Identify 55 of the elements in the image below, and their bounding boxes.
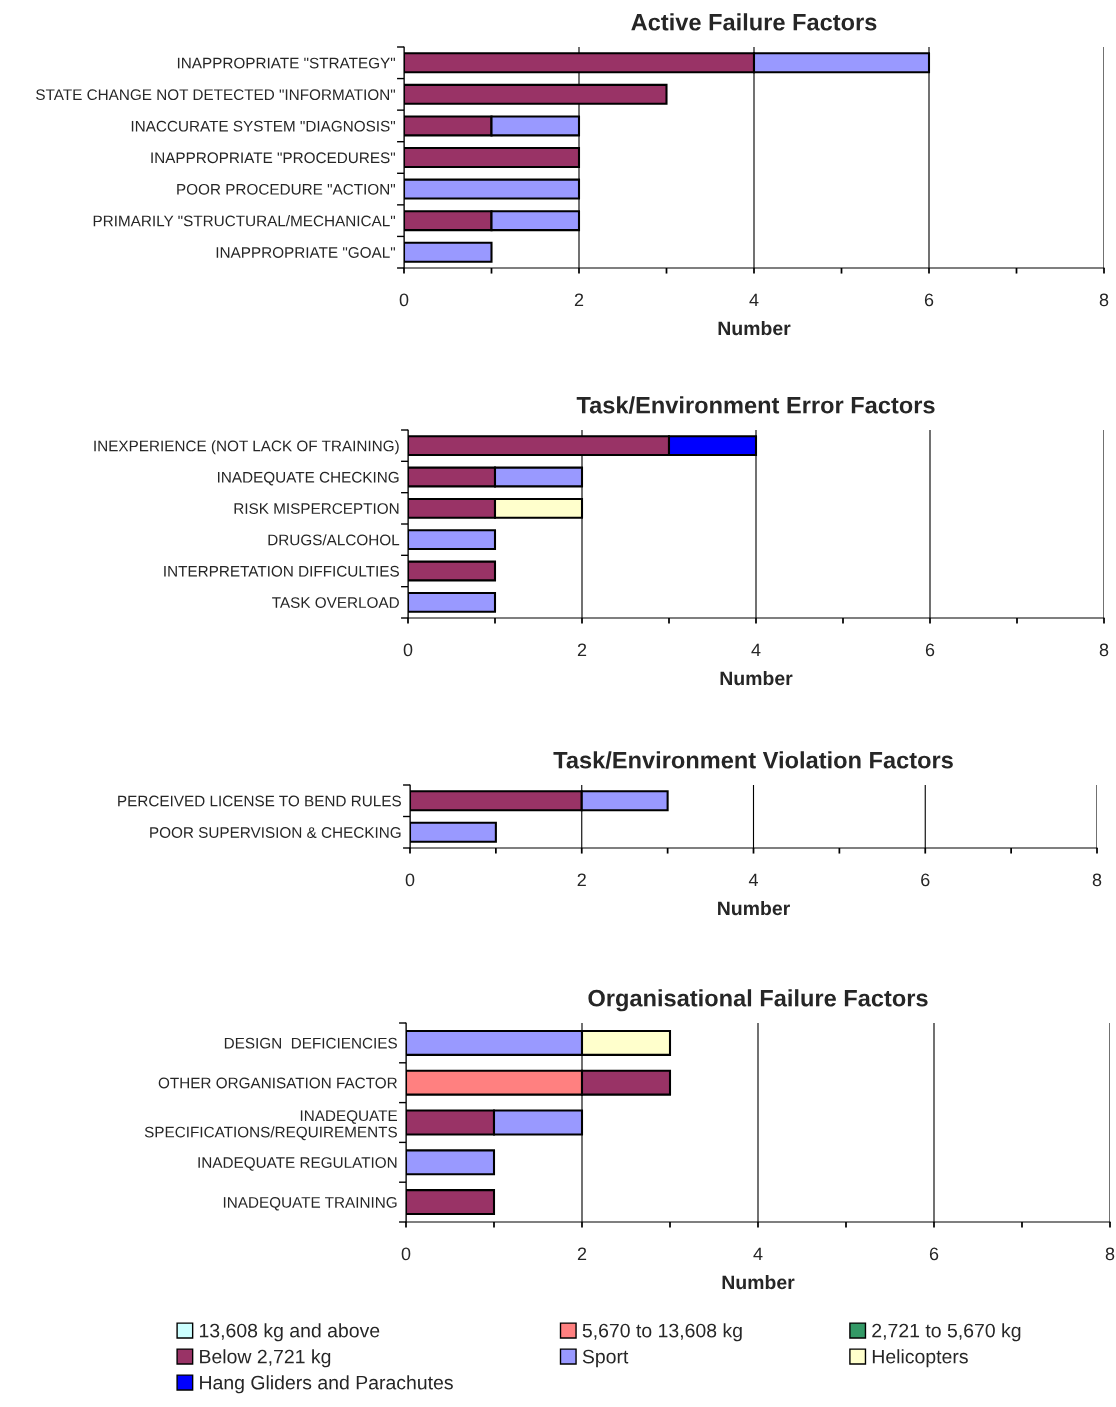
- x-tick-label: 0: [401, 1247, 411, 1261]
- y-tick-label: INTERPRETATION DIFFICULTIES: [164, 565, 399, 577]
- chart-title: Organisational Failure Factors: [588, 989, 928, 1012]
- y-tick-label: INEXPERIENCE (NOT LACK OF TRAINING): [94, 440, 399, 455]
- x-tick-label: 0: [403, 643, 413, 657]
- legend-label: Sport: [582, 1349, 629, 1368]
- legend-label: Helicopters: [872, 1349, 968, 1368]
- x-tick-label: 6: [925, 643, 935, 657]
- y-tick-label: POOR SUPERVISION & CHECKING: [150, 827, 401, 838]
- y-tick-label: PERCEIVED LICENSE TO BEND RULES: [118, 795, 401, 807]
- y-tick-label: RISK MISPERCEPTION: [234, 503, 399, 515]
- chart-title: Active Failure Factors: [631, 13, 877, 31]
- x-tick-label: 4: [748, 873, 758, 887]
- x-tick-label: 0: [399, 293, 409, 307]
- y-tick-label: PRIMARILY "STRUCTURAL/MECHANICAL": [93, 215, 396, 227]
- legend-label: 13,608 kg and above: [199, 1323, 380, 1342]
- y-tick-label: TASK OVERLOAD: [272, 597, 399, 609]
- chart-title: Task/Environment Violation Factors: [553, 751, 953, 769]
- x-axis-title: Number: [722, 1274, 795, 1290]
- x-tick-label: 2: [574, 293, 584, 307]
- chart-title: Task/Environment Error Factors: [576, 396, 935, 414]
- y-tick-label: INACCURATE SYSTEM "DIAGNOSIS": [131, 120, 396, 132]
- legend-label: Below 2,721 kg: [200, 1349, 331, 1368]
- x-tick-label: 0: [405, 873, 415, 887]
- x-tick-label: 4: [751, 643, 761, 657]
- x-tick-label: 2: [577, 1247, 587, 1261]
- y-tick-label: POOR PROCEDURE "ACTION": [177, 183, 396, 195]
- y-tick-label: INADEQUATE TRAINING: [223, 1196, 397, 1211]
- x-tick-label: 8: [1092, 873, 1102, 887]
- x-axis-title: Number: [720, 670, 793, 686]
- y-tick-label: INADEQUATE REGULATION: [198, 1157, 397, 1171]
- x-tick-label: 6: [921, 873, 930, 887]
- y-tick-label: DESIGN DEFICIENCIES: [224, 1037, 397, 1049]
- x-tick-label: 8: [1105, 1247, 1115, 1261]
- x-tick-label: 4: [753, 1247, 763, 1261]
- x-tick-label: 6: [924, 293, 934, 307]
- x-tick-label: 8: [1099, 643, 1109, 657]
- legend-label: 2,721 to 5,670 kg: [872, 1323, 1021, 1342]
- y-tick-label: INAPPROPRIATE "STRATEGY": [177, 57, 396, 69]
- y-tick-label: STATE CHANGE NOT DETECTED "INFORMATION": [36, 89, 396, 101]
- y-tick-label: DRUGS/ALCOHOL: [268, 534, 400, 546]
- y-tick-label: INAPPROPRIATE "GOAL": [216, 247, 396, 258]
- x-tick-label: 2: [577, 643, 587, 657]
- y-tick-label: INADEQUATE SPECIFICATIONS/REQUIREMENTS: [144, 1110, 398, 1141]
- y-tick-label: INAPPROPRIATE "PROCEDURES": [151, 152, 396, 164]
- x-tick-label: 6: [929, 1247, 939, 1261]
- x-axis-title: Number: [718, 900, 790, 916]
- y-tick-label: INADEQUATE CHECKING: [217, 471, 399, 486]
- x-tick-label: 2: [577, 873, 586, 887]
- x-axis-title: Number: [718, 320, 791, 336]
- legend-label: 5,670 to 13,608 kg: [582, 1323, 742, 1342]
- x-tick-label: 8: [1099, 293, 1109, 307]
- legend-label: Hang Gliders and Parachutes: [200, 1375, 453, 1394]
- y-tick-label: OTHER ORGANISATION FACTOR: [158, 1077, 397, 1089]
- x-tick-label: 4: [749, 293, 759, 307]
